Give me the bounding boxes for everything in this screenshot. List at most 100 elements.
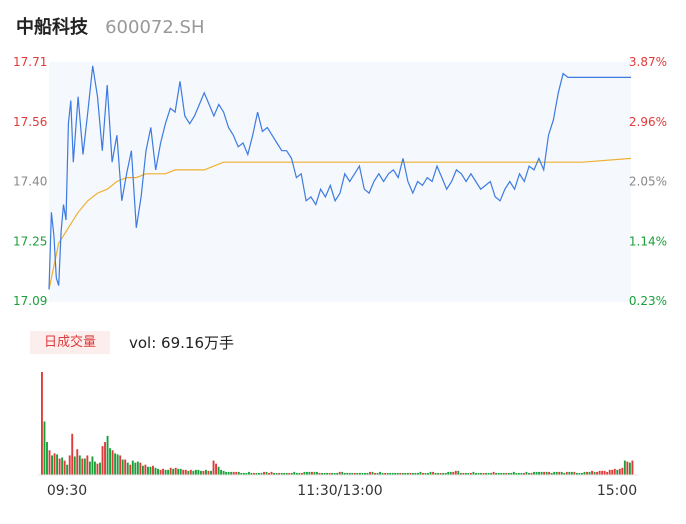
volume-bar: [495, 472, 498, 475]
volume-bar: [192, 470, 195, 475]
volume-bar: [391, 472, 394, 475]
volume-bar: [83, 458, 86, 475]
volume-bar: [558, 471, 561, 475]
volume-bar: [439, 472, 442, 475]
volume-bar: [409, 472, 412, 475]
volume-bar: [361, 472, 364, 475]
volume-bar: [454, 470, 457, 475]
volume-bar: [613, 468, 616, 475]
volume-bar: [313, 471, 316, 475]
volume-bar: [538, 471, 540, 475]
volume-bar: [167, 469, 170, 475]
volume-bar: [437, 472, 440, 475]
volume-bar: [515, 472, 518, 475]
volume-bar: [295, 472, 298, 475]
volume-bar: [411, 472, 414, 475]
volume-bar: [189, 469, 192, 475]
volume-bar: [245, 472, 248, 475]
volume-bar: [53, 453, 56, 475]
volume-bar: [164, 469, 167, 475]
volume-bar: [336, 472, 339, 475]
volume-bar: [442, 472, 445, 475]
volume-bar: [109, 448, 112, 475]
volume-bar: [101, 446, 104, 475]
volume-bar: [63, 460, 66, 475]
volume-bar: [394, 472, 397, 475]
volume-bar: [348, 472, 351, 475]
volume-bar: [376, 472, 379, 475]
volume-bar: [222, 470, 225, 475]
volume-bar: [202, 470, 205, 475]
volume-bar: [278, 472, 281, 475]
price-axis-tick-label: 17.40: [13, 175, 47, 189]
volume-bar: [341, 471, 344, 475]
volume-bar: [603, 470, 606, 475]
volume-bar: [174, 467, 177, 475]
volume-bar: [369, 471, 371, 475]
volume-bar: [565, 471, 568, 475]
volume-bar: [623, 460, 626, 475]
volume-bar: [475, 472, 477, 475]
volume-bar: [104, 442, 106, 475]
volume-bar: [472, 471, 475, 475]
volume-bar: [285, 472, 288, 475]
volume-bar: [76, 449, 79, 475]
volume-bar: [252, 472, 255, 475]
volume-bar: [237, 471, 240, 475]
volume-bar: [353, 472, 356, 475]
volume-bar: [593, 471, 596, 475]
volume-bar: [457, 470, 460, 475]
volume-bar: [432, 471, 435, 475]
volume-bar: [401, 472, 404, 475]
volume-bar: [586, 471, 588, 475]
volume-bar: [43, 421, 46, 475]
volume-bar: [194, 469, 197, 475]
volume-bar: [570, 471, 573, 475]
volume-bar: [550, 472, 553, 475]
volume-bar: [343, 472, 346, 475]
volume-bar: [575, 472, 578, 475]
price-line: [48, 65, 631, 290]
volume-bar: [227, 471, 230, 475]
volume-bar: [263, 471, 265, 475]
percent-axis-tick-label: 0.23%: [629, 294, 667, 308]
volume-bar: [381, 472, 384, 475]
volume-bar: [121, 459, 124, 475]
volume-bar: [606, 471, 609, 475]
volume-bar: [217, 466, 220, 475]
volume-bar: [356, 472, 359, 475]
stock-code: 600072.SH: [105, 17, 205, 38]
daily-volume-tab[interactable]: 日成交量: [30, 331, 110, 354]
volume-bar: [255, 472, 258, 475]
volume-bar: [179, 468, 182, 475]
volume-bar: [596, 471, 599, 475]
volume-bar: [333, 472, 336, 475]
volume-bar: [528, 472, 530, 475]
volume-bar: [338, 471, 341, 475]
volume-bar: [404, 472, 407, 475]
volume-bar: [601, 470, 604, 475]
volume-bar: [220, 469, 223, 475]
volume-bar: [258, 472, 260, 475]
volume-bar: [414, 472, 417, 475]
volume-bar: [502, 472, 505, 475]
volume-bar: [136, 461, 139, 475]
volume-bar: [447, 471, 450, 475]
volume-bar: [384, 472, 387, 475]
percent-axis-tick-label: 2.96%: [629, 115, 667, 129]
volume-bar: [482, 472, 485, 475]
volume-bar: [469, 472, 472, 475]
volume-bar: [522, 472, 525, 475]
volume-bar: [126, 462, 129, 475]
volume-bar: [560, 471, 563, 475]
volume-bar: [520, 472, 523, 475]
volume-bar: [535, 471, 538, 475]
volume-bar: [129, 464, 132, 475]
volume-bar: [68, 455, 71, 475]
volume-bar: [119, 455, 122, 475]
volume-bar: [318, 472, 321, 475]
volume-bar: [311, 471, 313, 475]
volume-bar: [184, 469, 187, 475]
volume-bar: [578, 472, 581, 475]
volume-bar: [492, 471, 495, 475]
